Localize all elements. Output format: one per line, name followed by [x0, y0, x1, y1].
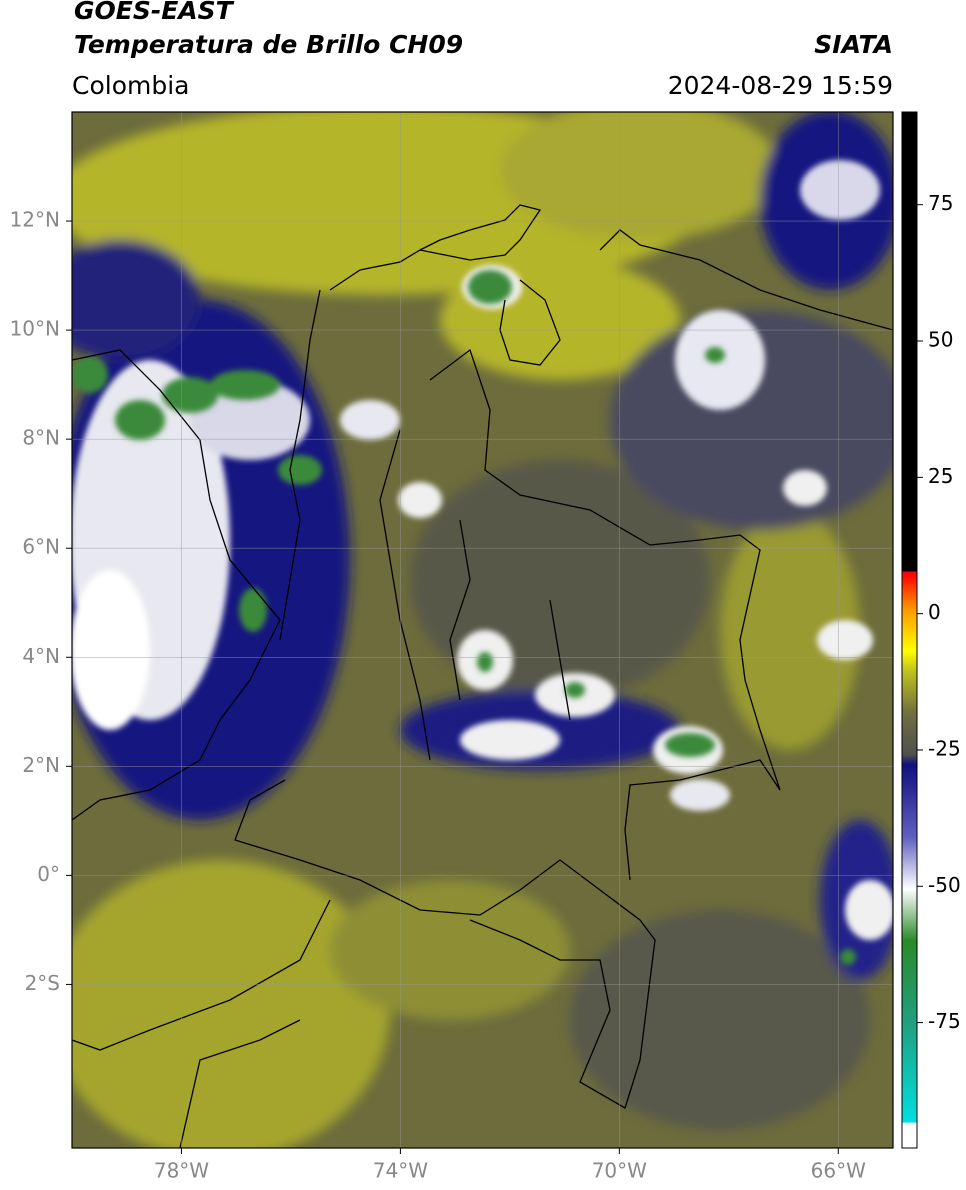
colorbar-tick-label: -50	[928, 873, 961, 897]
y-tick-label: 0°	[37, 862, 60, 886]
colorbar-tick-label: 50	[928, 328, 953, 352]
x-tick-label: 74°W	[373, 1159, 428, 1183]
y-tick-label: 6°N	[22, 535, 60, 559]
colorbar-tick-label: 0	[928, 600, 941, 624]
x-tick-label: 78°W	[154, 1159, 209, 1183]
colorbar-tick-label: -75	[928, 1009, 961, 1033]
satellite-image	[72, 112, 893, 1148]
y-tick-label: 2°N	[22, 753, 60, 777]
colorbar	[901, 111, 918, 1149]
colorbar-tick-label: -25	[928, 736, 961, 760]
colorbar-tick-label: 25	[928, 464, 953, 488]
grid	[72, 112, 893, 1148]
datetime: 2024-08-29 15:59	[667, 71, 893, 100]
map-frame	[71, 111, 894, 1149]
source: SIATA	[814, 30, 893, 59]
x-tick-label: 66°W	[811, 1159, 866, 1183]
x-tick-label: 70°W	[592, 1159, 647, 1183]
region: Colombia	[72, 71, 190, 100]
y-tick-label: 10°N	[10, 317, 60, 341]
y-tick-label: 8°N	[22, 426, 60, 450]
title: GOES-EAST	[74, 0, 233, 25]
y-tick-label: 4°N	[22, 644, 60, 668]
subtitle: Temperatura de Brillo CH09	[74, 30, 464, 59]
colorbar-tick-label: 75	[928, 191, 953, 215]
y-tick-label: 2°S	[25, 971, 60, 995]
y-tick-label: 12°N	[10, 208, 60, 232]
